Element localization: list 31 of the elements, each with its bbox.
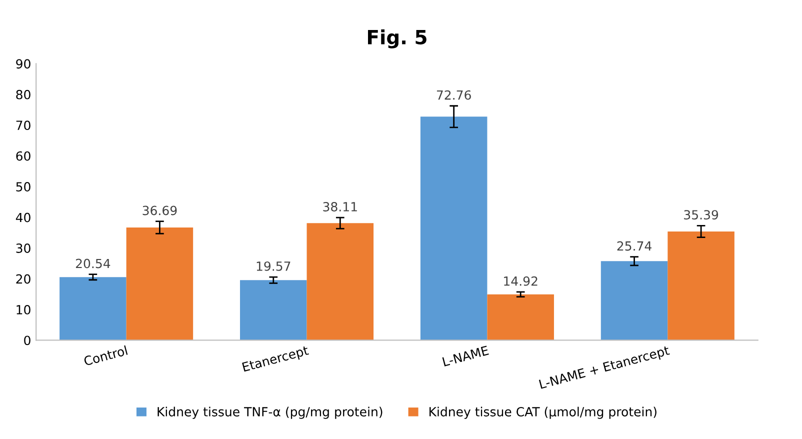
y-tick-label: 20 <box>16 274 30 284</box>
y-tick-label: 70 <box>16 120 30 130</box>
y-tick-label: 10 <box>16 304 30 314</box>
bar <box>420 116 488 340</box>
data-label: 36.69 <box>142 206 177 216</box>
bar <box>126 227 194 340</box>
y-tick-label: 50 <box>16 182 30 192</box>
bar <box>60 277 126 340</box>
bar <box>487 294 554 340</box>
y-tick-label: 90 <box>16 59 30 69</box>
data-label: 14.92 <box>504 276 538 286</box>
data-label: 25.74 <box>617 241 652 251</box>
bar <box>240 280 307 340</box>
x-tick-label: L-NAME <box>442 346 489 366</box>
data-label: 72.76 <box>436 90 471 100</box>
bar <box>668 231 734 340</box>
y-tick-label: 80 <box>16 90 30 100</box>
chart-title: Fig. 5 <box>368 29 426 48</box>
bar <box>306 223 374 340</box>
legend-label: Kidney tissue CAT (μmol/mg protein) <box>430 406 656 419</box>
x-tick-label: Control <box>83 345 128 366</box>
data-label: 38.11 <box>323 202 357 212</box>
y-tick-label: 0 <box>24 336 30 346</box>
data-label: 35.39 <box>684 210 718 220</box>
y-tick-label: 60 <box>16 151 30 161</box>
legend-label: Kidney tissue TNF-α (pg/mg protein) <box>158 406 382 419</box>
y-tick-label: 30 <box>16 244 30 253</box>
y-tick-label: 40 <box>16 212 30 222</box>
data-label: 20.54 <box>76 258 110 268</box>
bar <box>600 261 668 340</box>
data-label: 19.57 <box>256 261 290 271</box>
